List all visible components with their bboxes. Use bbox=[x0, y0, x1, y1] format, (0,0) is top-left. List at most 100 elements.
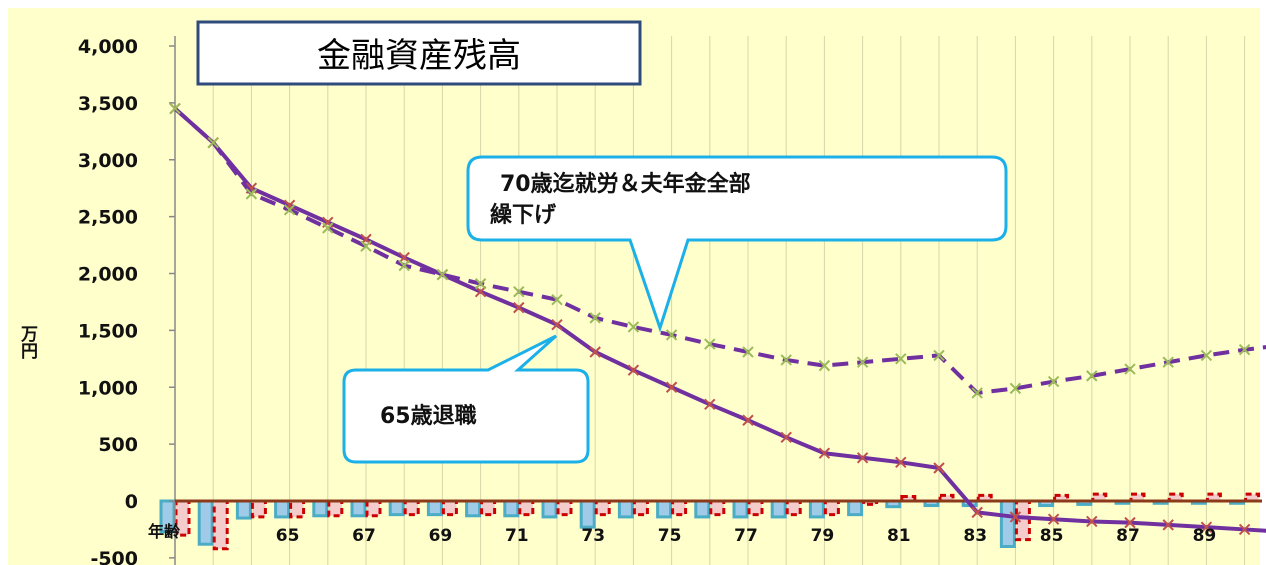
marker-dashed-90 bbox=[1238, 344, 1251, 356]
marker-solid-80 bbox=[856, 452, 869, 464]
marker-dashed-65 bbox=[283, 204, 296, 216]
marker-dashed-69 bbox=[436, 268, 449, 281]
bar-red-67 bbox=[365, 499, 382, 518]
callout-work-until-70-line1: 70歳迄就労＆夫年金全部 bbox=[500, 171, 751, 197]
y-tick-label-2500: 2,500 bbox=[78, 207, 138, 229]
x-tick-label-77: 77 bbox=[734, 526, 758, 546]
marker-dashed-82 bbox=[933, 349, 945, 362]
bar-blue-64 bbox=[235, 499, 252, 520]
x-tick-label-89: 89 bbox=[1193, 526, 1217, 546]
marker-dashed-76 bbox=[704, 338, 716, 350]
bar-blue-67 bbox=[350, 499, 367, 518]
marker-dashed-79 bbox=[818, 359, 831, 372]
marker-dashed-80 bbox=[856, 356, 869, 368]
y-tick-label-1000: 1,000 bbox=[78, 377, 138, 399]
y-tick-label-4000: 4,000 bbox=[78, 36, 138, 58]
marker-solid-79 bbox=[818, 447, 831, 459]
marker-dashed-73 bbox=[589, 312, 601, 324]
bar-red-87 bbox=[1129, 492, 1146, 503]
bar-blue-72 bbox=[541, 499, 558, 519]
bar-red-75 bbox=[671, 499, 688, 517]
bar-red-70 bbox=[480, 499, 497, 517]
marker-solid-81 bbox=[895, 456, 907, 469]
marker-dashed-87 bbox=[1124, 363, 1136, 375]
bar-red-72 bbox=[556, 499, 573, 517]
bar-blue-84 bbox=[999, 499, 1016, 548]
marker-solid-77 bbox=[742, 414, 754, 426]
callout-work-until-70-line2: 繰下げ bbox=[490, 202, 557, 228]
line-series bbox=[169, 102, 1266, 536]
x-tick-label-75: 75 bbox=[658, 526, 682, 546]
bar-blue-78 bbox=[770, 499, 787, 519]
marker-dashed-64 bbox=[245, 188, 258, 200]
y-tick-labels: -500 0 500 1,000 1,500 2,000 2,500 3,000 3,500 4,… bbox=[78, 36, 138, 565]
marker-dashed-71 bbox=[513, 285, 525, 298]
bar-red-71 bbox=[518, 499, 535, 517]
marker-dashed-68 bbox=[398, 259, 410, 272]
marker-solid-89 bbox=[1200, 521, 1213, 533]
y-tick-label-1500: 1,500 bbox=[78, 320, 138, 342]
marker-solid-76 bbox=[704, 398, 716, 411]
marker-solid-87 bbox=[1124, 516, 1136, 529]
marker-dashed-62 bbox=[169, 102, 181, 115]
x-tick-label-87: 87 bbox=[1116, 526, 1140, 546]
y-tick-label-3500: 3,500 bbox=[78, 93, 138, 115]
bar-red-79 bbox=[823, 499, 840, 517]
plot-area-background bbox=[8, 8, 1260, 565]
bar-red-68 bbox=[403, 499, 420, 517]
bar-blue-80 bbox=[847, 499, 864, 517]
x-tick-label-73: 73 bbox=[581, 526, 605, 546]
y-tick-label-500: 500 bbox=[98, 434, 138, 456]
bar-red-63 bbox=[212, 499, 229, 551]
marker-solid-71 bbox=[513, 301, 525, 314]
bar-blue-66 bbox=[312, 499, 329, 518]
x-tick-label-81: 81 bbox=[887, 526, 911, 546]
marker-solid-85 bbox=[1047, 513, 1060, 525]
marker-dashed-72 bbox=[551, 293, 563, 306]
bar-red-74 bbox=[632, 499, 649, 517]
y-tick-label-2000: 2,000 bbox=[78, 264, 138, 286]
bar-red-62 bbox=[174, 499, 191, 537]
marker-dashed-63 bbox=[207, 136, 219, 149]
x-tick-labels: 6567697173757779818385878991 bbox=[276, 526, 1217, 546]
marker-dashed-85 bbox=[1047, 375, 1060, 388]
bar-blue-63 bbox=[197, 499, 214, 546]
marker-dashed-77 bbox=[742, 346, 754, 358]
series-dashed-line bbox=[173, 107, 1266, 395]
x-tick-label-67: 67 bbox=[352, 526, 376, 546]
marker-dashed-83 bbox=[971, 387, 983, 399]
marker-solid-72 bbox=[551, 318, 563, 331]
x-tick-label-83: 83 bbox=[963, 526, 987, 546]
y-tick-label-3000: 3,000 bbox=[78, 150, 138, 172]
y-tick-label-0: 0 bbox=[125, 491, 138, 513]
series-solid-line bbox=[173, 107, 1266, 533]
marker-solid-86 bbox=[1086, 515, 1098, 528]
marker-solid-78 bbox=[780, 431, 792, 444]
bar-red-80 bbox=[862, 499, 879, 506]
bar-red-76 bbox=[709, 499, 726, 517]
bar-blue-71 bbox=[503, 499, 520, 518]
marker-solid-83 bbox=[971, 506, 983, 519]
bar-blue-69 bbox=[426, 499, 443, 517]
callout-work-until-70: 70歳迄就労＆夫年金全部 繰下げ bbox=[466, 155, 1008, 333]
bar-blue-77 bbox=[732, 499, 749, 519]
x-tick-label-69: 69 bbox=[429, 526, 453, 546]
bar-red-66 bbox=[327, 499, 344, 518]
marker-dashed-84 bbox=[1009, 382, 1022, 395]
marker-solid-75 bbox=[665, 381, 678, 393]
bar-blue-73 bbox=[579, 499, 596, 529]
bar-red-65 bbox=[289, 499, 306, 519]
marker-solid-90 bbox=[1238, 523, 1251, 536]
callout-retire-65-text: 65歳退職 bbox=[380, 403, 477, 429]
bar-red-77 bbox=[747, 499, 764, 517]
bar-red-88 bbox=[1167, 492, 1184, 503]
x-tick-label-65: 65 bbox=[276, 526, 300, 546]
marker-dashed-67 bbox=[360, 240, 372, 252]
marker-dashed-74 bbox=[627, 321, 640, 333]
bar-blue-74 bbox=[617, 499, 634, 519]
chart-title-box: 金融資産残高 bbox=[196, 20, 642, 86]
bar-blue-70 bbox=[465, 499, 482, 518]
marker-dashed-66 bbox=[322, 222, 334, 234]
marker-dashed-81 bbox=[895, 353, 907, 365]
